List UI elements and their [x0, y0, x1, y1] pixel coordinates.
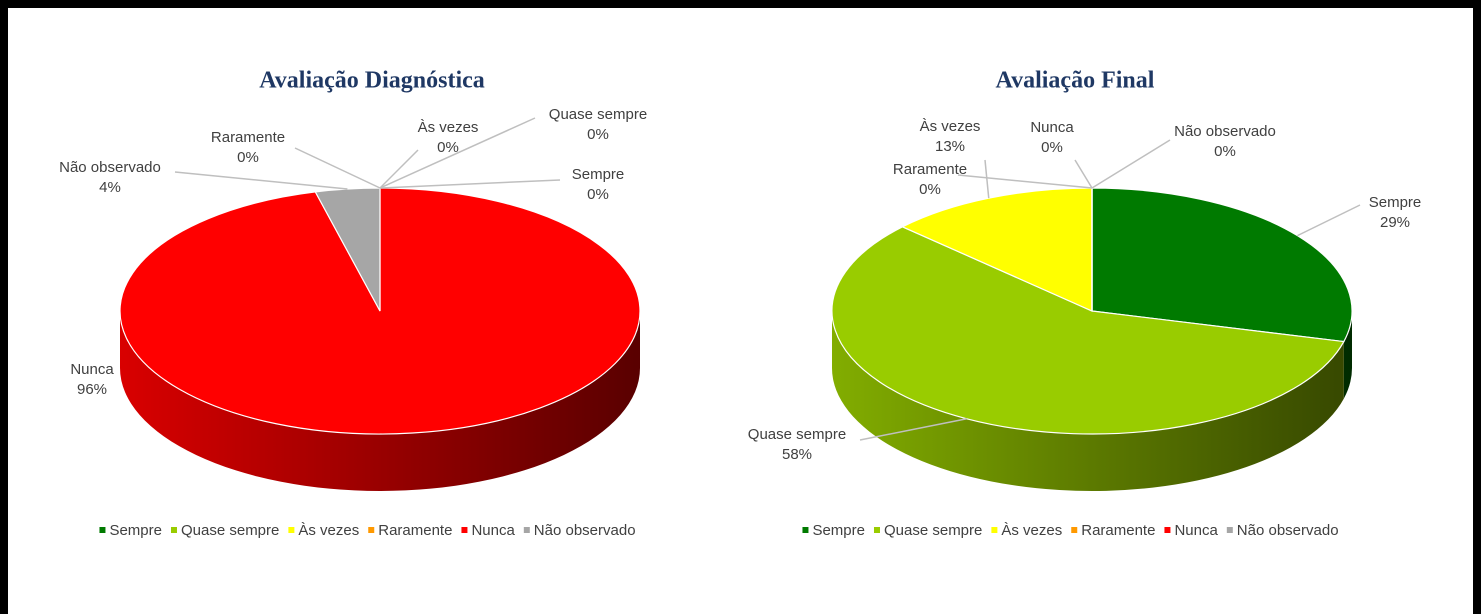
- legend-label: Sempre: [109, 522, 162, 539]
- data-label-value: 4%: [99, 179, 121, 196]
- legend-label: Sempre: [812, 522, 865, 539]
- legend-marker: [170, 527, 177, 533]
- data-label-value: 0%: [919, 181, 941, 198]
- data-label-name: Nunca: [70, 361, 114, 378]
- legend-marker: [1164, 527, 1171, 533]
- leader-line: [859, 418, 967, 441]
- data-label-value: 58%: [782, 446, 812, 463]
- data-label-value: 0%: [1041, 139, 1063, 156]
- leader-line: [379, 179, 561, 189]
- legend-label: Às vezes: [298, 522, 359, 539]
- data-label-name: Às vezes: [418, 119, 479, 136]
- pie-side: [1343, 311, 1352, 399]
- data-label-name: Sempre: [572, 166, 625, 183]
- leader-line: [174, 171, 348, 190]
- data-label-name: Às vezes: [920, 118, 981, 135]
- chart-title: Avaliação Final: [996, 68, 1155, 94]
- leader-line: [1297, 204, 1361, 237]
- data-label-name: Nunca: [1030, 119, 1074, 136]
- legend-label: Quase sempre: [181, 522, 279, 539]
- leader-line: [294, 147, 381, 189]
- legend-marker: [802, 527, 809, 533]
- data-label-value: 0%: [587, 126, 609, 143]
- data-label-name: Sempre: [1369, 194, 1422, 211]
- data-label-value: 0%: [587, 186, 609, 203]
- data-label-value: 0%: [1214, 143, 1236, 160]
- legend-marker: [461, 527, 468, 533]
- legend-marker: [991, 527, 998, 533]
- legend-label: Quase sempre: [884, 522, 982, 539]
- leader-line: [1074, 159, 1093, 189]
- legend-label: Não observado: [534, 522, 636, 539]
- pie-slice: [831, 226, 1345, 435]
- data-label-value: 0%: [437, 139, 459, 156]
- leader-line: [379, 149, 419, 189]
- leader-line: [984, 159, 990, 199]
- chart-title: Avaliação Diagnóstica: [259, 68, 485, 94]
- data-label-name: Não observado: [1174, 123, 1276, 140]
- data-label-name: Raramente: [893, 161, 967, 178]
- pie-side: [120, 311, 640, 491]
- data-label-name: Raramente: [211, 129, 285, 146]
- leader-line: [1091, 139, 1171, 189]
- pie-slice: [901, 187, 1093, 312]
- legend-marker: [368, 527, 375, 533]
- legend-label: Às vezes: [1001, 522, 1062, 539]
- legend-label: Nunca: [1174, 522, 1218, 539]
- legend-marker: [99, 527, 106, 533]
- legend-marker: [1226, 527, 1233, 533]
- legend-label: Raramente: [378, 522, 452, 539]
- leader-line: [379, 117, 536, 189]
- legend-marker: [288, 527, 295, 533]
- data-label-name: Quase sempre: [748, 426, 846, 443]
- legend-label: Raramente: [1081, 522, 1155, 539]
- pie-slice: [1091, 187, 1353, 343]
- data-label-value: 13%: [935, 138, 965, 155]
- legend-label: Nunca: [471, 522, 515, 539]
- data-label-value: 29%: [1380, 214, 1410, 231]
- data-label-name: Não observado: [59, 159, 161, 176]
- data-label-value: 0%: [237, 149, 259, 166]
- legend-marker: [523, 527, 530, 533]
- data-label-name: Quase sempre: [549, 106, 647, 123]
- legend-marker: [1071, 527, 1078, 533]
- leader-line: [957, 174, 1093, 189]
- legend-marker: [873, 527, 880, 533]
- data-label-value: 96%: [77, 381, 107, 398]
- legend-label: Não observado: [1237, 522, 1339, 539]
- pie-side: [831, 311, 1344, 492]
